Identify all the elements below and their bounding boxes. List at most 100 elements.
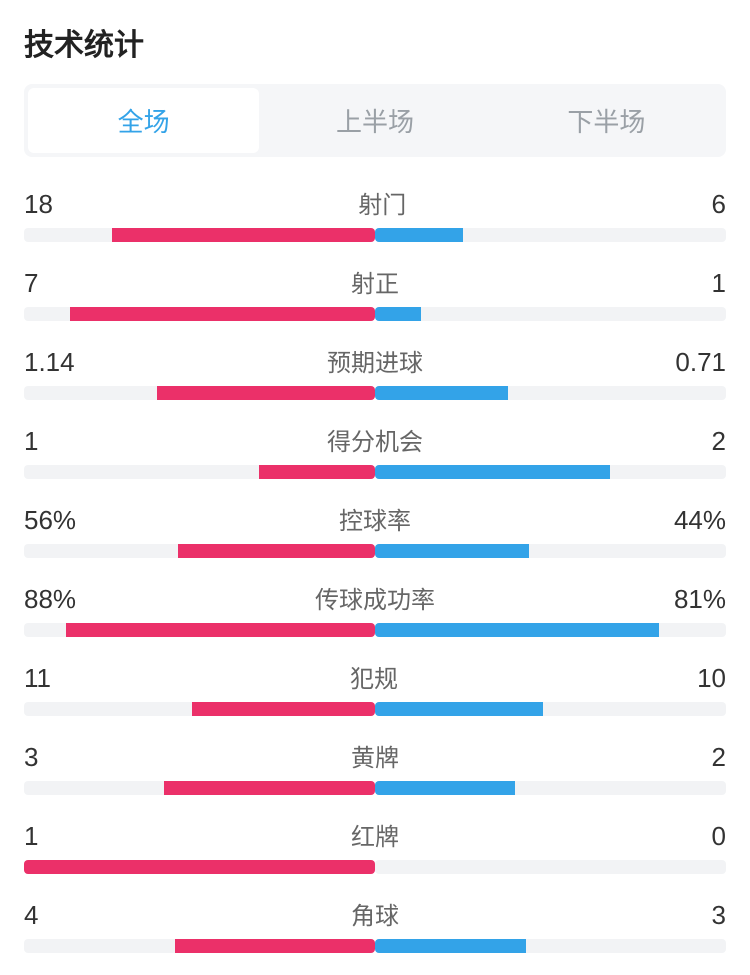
stat-bar-left-track [24,702,375,716]
stat-right-value: 44% [674,505,726,536]
stat-bar-right-fill [375,623,659,637]
stat-left-value: 4 [24,900,38,931]
stat-row: 1 得分机会 2 [24,422,726,479]
stat-bar [24,860,726,874]
tab-0[interactable]: 全场 [28,88,259,153]
stat-label: 传球成功率 [315,580,435,615]
stat-labels: 18 射门 6 [24,185,726,220]
stat-labels: 3 黄牌 2 [24,738,726,773]
stat-labels: 56% 控球率 44% [24,501,726,536]
stat-bar [24,465,726,479]
stat-left-value: 1 [24,821,38,852]
stat-bar-left-fill [157,386,375,400]
stat-right-value: 2 [712,426,726,457]
stat-labels: 1 红牌 0 [24,817,726,852]
stat-label: 红牌 [351,817,399,852]
stat-label: 得分机会 [327,422,423,457]
stat-bar-right-track [375,465,726,479]
stat-bar [24,544,726,558]
period-tabs: 全场上半场下半场 [24,84,726,157]
tab-1[interactable]: 上半场 [259,88,490,153]
stat-row: 1 红牌 0 [24,817,726,874]
stat-label: 射门 [358,185,406,220]
stat-row: 88% 传球成功率 81% [24,580,726,637]
stat-right-value: 2 [712,742,726,773]
stat-bar-right-track [375,623,726,637]
stat-bar-right-track [375,307,726,321]
stat-left-value: 7 [24,268,38,299]
stat-right-value: 0 [712,821,726,852]
stat-left-value: 1 [24,426,38,457]
stat-bar-left-track [24,307,375,321]
stat-bar-left-fill [24,860,375,874]
stat-bar-right-fill [375,228,463,242]
stat-left-value: 56% [24,505,76,536]
stat-bar-left-fill [164,781,375,795]
stat-bar [24,228,726,242]
stat-bar-left-track [24,623,375,637]
stat-bar-right-fill [375,702,543,716]
stat-bar-right-track [375,544,726,558]
stat-bar-left-track [24,939,375,953]
stat-labels: 11 犯规 10 [24,659,726,694]
stat-label: 角球 [351,896,399,931]
stat-right-value: 0.71 [675,347,726,378]
stat-bar-right-track [375,860,726,874]
stat-bar-right-track [375,939,726,953]
stat-bar-right-fill [375,307,421,321]
stat-labels: 88% 传球成功率 81% [24,580,726,615]
stat-right-value: 1 [712,268,726,299]
stat-bar-right-track [375,228,726,242]
stat-bar-left-fill [192,702,375,716]
stat-bar-right-fill [375,939,526,953]
stat-left-value: 11 [24,663,51,694]
stat-right-value: 81% [674,584,726,615]
stat-label: 黄牌 [351,738,399,773]
stat-bar-right-fill [375,465,610,479]
stat-bar-left-track [24,860,375,874]
stat-right-value: 10 [697,663,726,694]
stat-labels: 1 得分机会 2 [24,422,726,457]
stat-bar [24,939,726,953]
stat-label: 犯规 [350,659,398,694]
stat-bar-right-track [375,702,726,716]
stat-bar-left-track [24,544,375,558]
stat-right-value: 6 [712,189,726,220]
stat-bar-left-fill [178,544,375,558]
stat-bar-left-fill [66,623,375,637]
stat-labels: 4 角球 3 [24,896,726,931]
tab-2[interactable]: 下半场 [491,88,722,153]
stat-bar-left-fill [175,939,375,953]
stat-bar-left-track [24,228,375,242]
stat-row: 1.14 预期进球 0.71 [24,343,726,400]
stat-bar [24,702,726,716]
stat-label: 预期进球 [327,343,423,378]
stat-left-value: 18 [24,189,53,220]
stat-bar [24,307,726,321]
panel-title: 技术统计 [24,20,726,64]
stat-bar-right-track [375,781,726,795]
stat-bar [24,386,726,400]
stat-right-value: 3 [712,900,726,931]
stat-row: 3 黄牌 2 [24,738,726,795]
stats-list: 18 射门 6 7射正1 1.14 预期进球 0.71 1 得分机会 2 56% 控球率 44% 88% 传… [24,185,726,953]
stats-panel: 技术统计 全场上半场下半场 18 射门 6 7射正1 1.14 预期进球 0.71 1 得分机会… [0,0,750,953]
stat-bar-right-fill [375,781,515,795]
stat-left-value: 1.14 [24,347,75,378]
stat-bar-right-fill [375,386,508,400]
stat-labels: 1.14 预期进球 0.71 [24,343,726,378]
stat-left-value: 88% [24,584,76,615]
stat-labels: 7射正1 [24,264,726,299]
stat-left-value: 3 [24,742,38,773]
stat-row: 56% 控球率 44% [24,501,726,558]
stat-bar-left-fill [70,307,375,321]
stat-bar-left-fill [259,465,375,479]
stat-label: 控球率 [339,501,411,536]
stat-bar-left-track [24,781,375,795]
stat-row: 11 犯规 10 [24,659,726,716]
stat-bar-left-fill [112,228,375,242]
stat-bar-left-track [24,465,375,479]
stat-bar-right-track [375,386,726,400]
stat-row: 4 角球 3 [24,896,726,953]
stat-row: 7射正1 [24,264,726,321]
